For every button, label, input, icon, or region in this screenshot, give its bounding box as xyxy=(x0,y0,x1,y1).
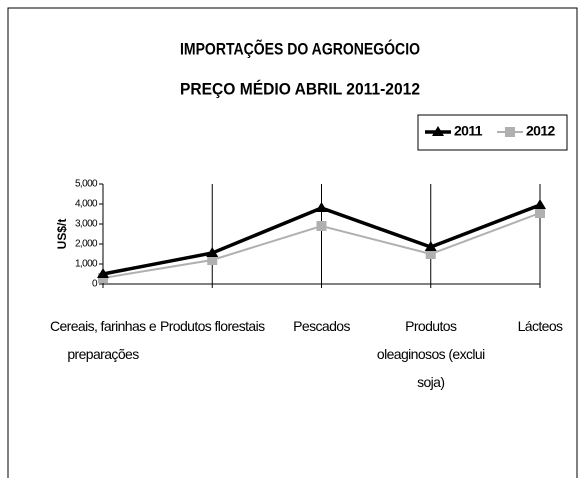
marker xyxy=(316,221,327,231)
x-tick-label: Produtos florestais xyxy=(159,318,265,334)
y-tick-label: 4,000 xyxy=(75,199,98,210)
marker xyxy=(97,268,109,278)
y-axis-label: US$/t xyxy=(55,219,69,250)
x-tick-label: Cereais, farinhas e preparações xyxy=(49,318,157,362)
legend-box xyxy=(417,114,568,151)
legend-label: 2011 xyxy=(454,123,483,139)
y-tick-label: 5,000 xyxy=(75,179,98,190)
x-tick-label: Lácteos xyxy=(517,318,563,334)
x-tick-label: Produtos oleaginosos (exclui soja) xyxy=(376,318,485,390)
marker xyxy=(432,126,444,136)
marker xyxy=(535,208,545,218)
chart-title: IMPORTAÇÕES DO AGRONEGÓCIO xyxy=(180,38,420,58)
marker xyxy=(207,255,218,265)
y-tick-label: 3,000 xyxy=(75,219,98,230)
marker xyxy=(315,202,328,212)
marker xyxy=(425,249,436,259)
x-tick-label: Pescados xyxy=(293,318,350,334)
marker xyxy=(534,199,546,209)
chart-subtitle: PREÇO MÉDIO ABRIL 2011-2012 xyxy=(180,79,420,98)
marker xyxy=(206,247,219,257)
marker xyxy=(424,241,437,251)
frame xyxy=(7,7,578,478)
y-tick-label: 2,000 xyxy=(75,239,98,250)
y-tick-label: 1,000 xyxy=(75,259,98,270)
marker xyxy=(505,127,515,137)
y-tick-label: 0 xyxy=(92,279,98,290)
legend-label: 2012 xyxy=(526,123,556,139)
